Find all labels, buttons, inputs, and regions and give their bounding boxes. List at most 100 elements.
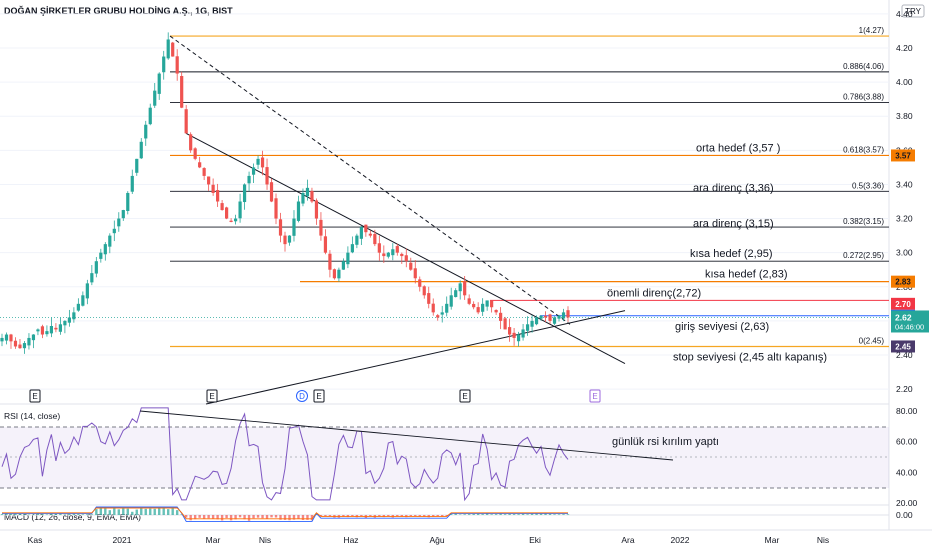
candle-body [54,327,58,330]
candle-body [211,184,215,193]
candle-body [404,255,408,262]
candle-body [202,168,206,176]
down-trend-line [185,132,626,364]
macd-bar [95,509,98,515]
annotations: orta hedef (3,57 ) ara direnç (3,36) ara d… [607,142,827,363]
candle-body [126,192,130,212]
candle-body [436,315,440,318]
time-tick-label: Haz [343,535,358,545]
candle-body [323,236,328,253]
candle-body [552,317,557,324]
fib-level-label: 0(2.45) [859,336,885,345]
price-badge [891,149,915,162]
macd-bar [158,508,161,515]
macd-bar [23,514,26,515]
earnings-marker[interactable] [459,389,471,403]
candle-body [490,300,494,308]
candle-body [476,307,480,313]
dividend-marker[interactable] [296,390,308,402]
candle-body [364,224,368,233]
candle-body [13,340,18,347]
macd-bar [485,513,489,515]
currency-badge[interactable] [901,4,925,18]
macd-bar [467,514,471,515]
macd-bar [216,515,219,520]
macd-bar [86,514,89,515]
candle-body [359,227,363,239]
macd-bar [378,515,381,517]
macd-bar [436,515,439,517]
event-marker-label: E [462,392,467,401]
macd-bar [445,515,448,517]
last-price-badge [891,310,929,333]
candle-body [292,218,296,236]
candle-body [278,219,283,236]
macd-bar [387,515,390,517]
rsi-tick-label: 40.00 [896,467,918,477]
price-badge-text: 2.70 [895,300,911,309]
macd-bar [113,508,116,515]
macd-bar [494,514,498,515]
macd-bar [0,514,4,515]
candle-body [319,219,323,236]
candle-body [157,73,161,94]
candle-body [458,283,462,292]
macd-bar [54,513,58,515]
candle-body [108,235,112,247]
macd-label: MACD (12, 26, close, 9, EMA, EMA) [4,512,141,522]
dashed-trend-line [169,35,571,325]
candle-body [260,157,265,168]
macd-bar [175,510,179,515]
price-badge-text: 2.45 [895,342,911,351]
candle-body [332,269,337,279]
candle-body [445,303,449,313]
macd-bar [315,514,318,515]
earnings-marker[interactable] [206,389,218,403]
macd-bar [279,515,282,520]
candle-body [525,324,530,331]
candle-body [139,141,143,159]
currency-label[interactable]: TRY [905,7,922,16]
macd-bar [261,515,264,519]
rsi-tick-label: 60.00 [896,437,918,447]
candle-body [22,343,27,349]
price-tick-label: 4.00 [896,77,913,87]
macd-bar [319,515,323,517]
macd-bar [553,514,556,515]
macd-bar [90,514,94,515]
candle-body [422,286,426,296]
macd-bar [472,513,475,515]
candle-body [216,190,220,202]
macd-bar [45,514,49,515]
time-tick-label: Mar [765,535,780,545]
time-tick-label: Mar [206,535,221,545]
macd-bar [557,514,561,515]
macd-bar [234,515,237,520]
macd-bar [99,508,103,515]
candle-body [413,268,417,279]
candle-body [431,303,435,313]
annotation-text: orta hedef (3,57 ) [696,142,780,154]
earnings-marker[interactable] [29,389,41,403]
candle-body [386,252,390,257]
candle-body [162,56,166,73]
macd-bar [418,515,421,517]
macd-histogram: 0.00 [0,506,913,522]
candle-body [427,293,431,304]
candle-body [521,329,525,338]
macd-bar [274,515,278,518]
macd-bar [81,514,85,515]
candle-body [148,107,152,125]
candle-body [171,42,175,57]
macd-bar [481,514,484,515]
earnings-marker[interactable] [313,389,325,403]
candle-body [175,56,179,74]
macd-bar [432,515,435,517]
price-tick-label: 3.40 [896,179,913,189]
candle-body [81,295,85,306]
candle-body [449,295,453,307]
time-tick-label: Nis [817,535,829,545]
earnings-marker[interactable] [589,389,601,403]
candle-body [207,176,211,185]
candle-body [548,314,552,321]
